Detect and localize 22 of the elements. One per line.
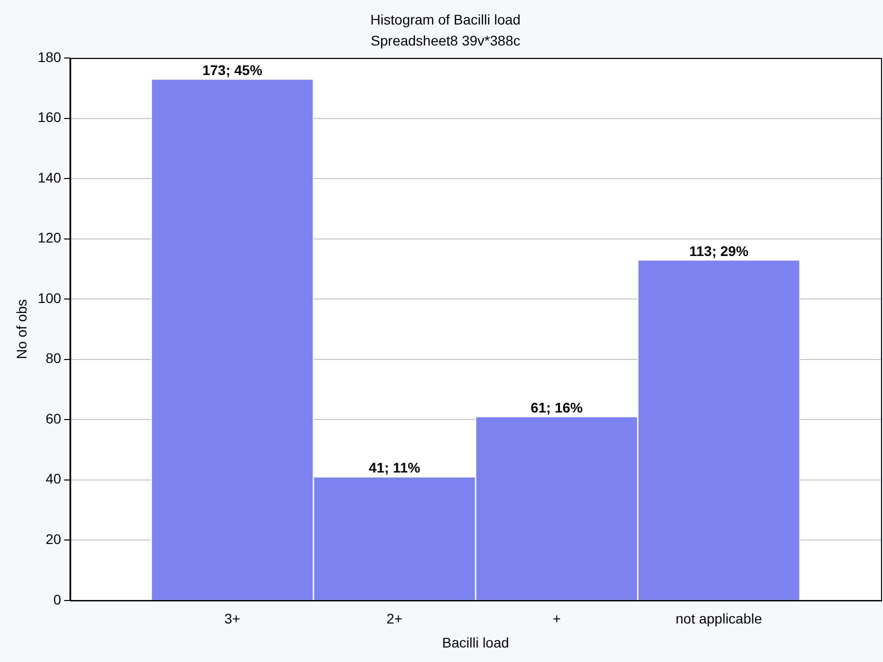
y-axis-title: No of obs xyxy=(13,299,30,360)
y-tick-label: 40 xyxy=(46,470,62,487)
x-axis-title: Bacilli load xyxy=(442,634,510,650)
x-tick-label: + xyxy=(552,610,561,627)
y-tick-label: 20 xyxy=(46,530,62,547)
x-tick-label: 2+ xyxy=(386,610,402,627)
y-tick-label: 100 xyxy=(38,290,62,306)
data-label: 61; 16% xyxy=(530,399,584,416)
y-tick-label: 60 xyxy=(46,410,62,426)
y-tick-label: 0 xyxy=(53,591,62,608)
y-tick-label: 140 xyxy=(38,169,62,186)
x-tick-label: not applicable xyxy=(676,610,762,627)
chart-title: Histogram of Bacilli load xyxy=(370,11,521,28)
data-label: 113; 29% xyxy=(689,242,749,259)
y-tick-label: 120 xyxy=(38,230,62,246)
x-tick-label: 3+ xyxy=(224,610,240,627)
y-tick-label: 180 xyxy=(38,48,62,65)
y-tick-label: 160 xyxy=(38,109,62,126)
y-tick-label: 80 xyxy=(46,350,62,366)
data-label: 173; 45% xyxy=(202,62,263,78)
data-label: 41; 11% xyxy=(368,460,421,476)
chart-subtitle: Spreadsheet8 39v*388c xyxy=(370,32,520,48)
